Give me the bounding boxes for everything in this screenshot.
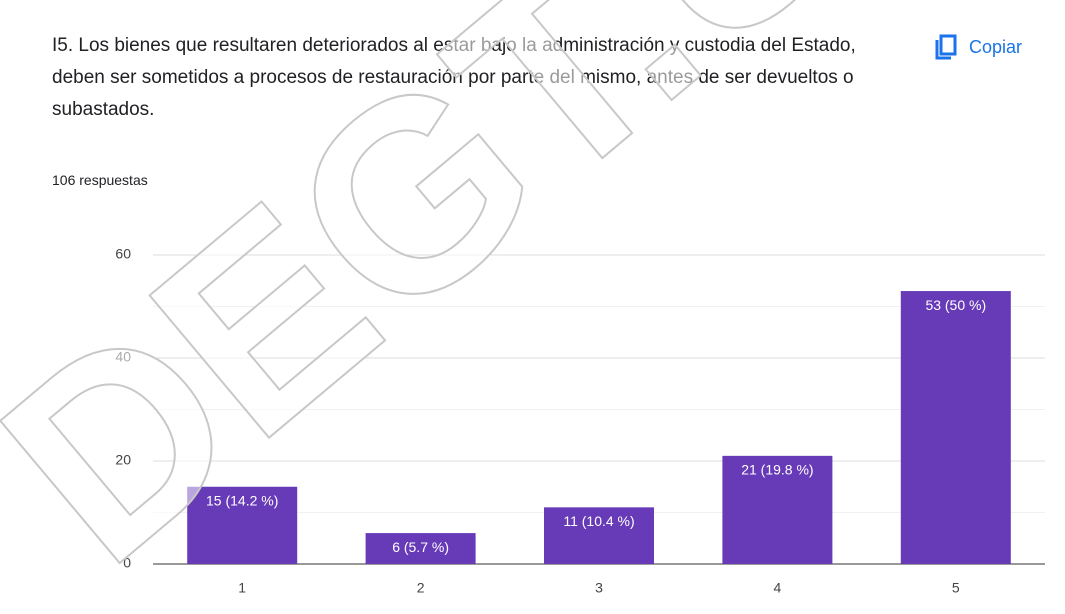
y-tick-label: 60 <box>115 246 131 262</box>
y-tick-label: 20 <box>115 452 131 468</box>
bar <box>900 291 1011 564</box>
x-tick-label: 4 <box>774 580 782 596</box>
x-tick-label: 2 <box>417 580 425 596</box>
data-label: 15 (14.2 %) <box>206 492 278 508</box>
bar <box>365 533 476 564</box>
data-label: 21 (19.8 %) <box>741 462 813 478</box>
x-tick-label: 5 <box>952 580 960 596</box>
question-title: I5. Los bienes que resultaren deteriorad… <box>52 35 856 120</box>
data-label: 11 (10.4 %) <box>563 513 634 529</box>
y-tick-label: 40 <box>115 349 131 365</box>
data-label: 53 (50 %) <box>925 297 986 313</box>
data-label: 6 (5.7 %) <box>392 539 449 555</box>
response-count: 106 respuestas <box>52 172 148 188</box>
copy-icon <box>935 34 957 60</box>
copy-label[interactable]: Copiar <box>969 36 1023 57</box>
bar <box>544 507 654 564</box>
x-tick-label: 3 <box>595 580 603 596</box>
bar <box>722 455 833 564</box>
y-tick-label: 0 <box>123 555 131 571</box>
x-tick-label: 1 <box>238 580 246 596</box>
copy-button[interactable]: Copiar <box>935 34 1022 60</box>
bar <box>187 486 298 564</box>
